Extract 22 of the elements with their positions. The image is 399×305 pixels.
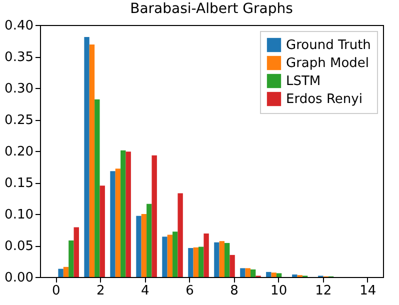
y-tick-label: 0.25 [4,113,34,128]
x-tick-label: 4 [141,284,150,298]
y-tick-label: 0.20 [4,144,34,160]
x-tick-label: 10 [270,284,288,298]
x-tick-label: 8 [230,284,238,298]
x-tick-label: 12 [315,284,332,298]
legend-label: LSTM [286,74,321,89]
legend-label: Erdos Renyi [286,92,362,107]
chart-title: Barabasi-Albert Graphs [130,1,293,17]
legend-label: Graph Model [286,56,370,71]
y-tick-label: 0.10 [4,208,34,222]
x-tick-label: 14 [360,284,376,298]
y-tick-label: 0.35 [4,50,34,65]
x-tick-label: 2 [96,284,105,298]
x-tick-label: 6 [186,284,194,298]
legend-label: Ground Truth [286,38,371,53]
y-tick-label: 0.40 [4,18,34,34]
y-tick-label: 0.00 [4,270,34,286]
x-tick-label: 0 [52,284,60,298]
y-tick-label: 0.05 [4,239,34,254]
y-tick-label: 0.30 [4,82,34,96]
y-tick-label: 0.15 [4,176,34,191]
